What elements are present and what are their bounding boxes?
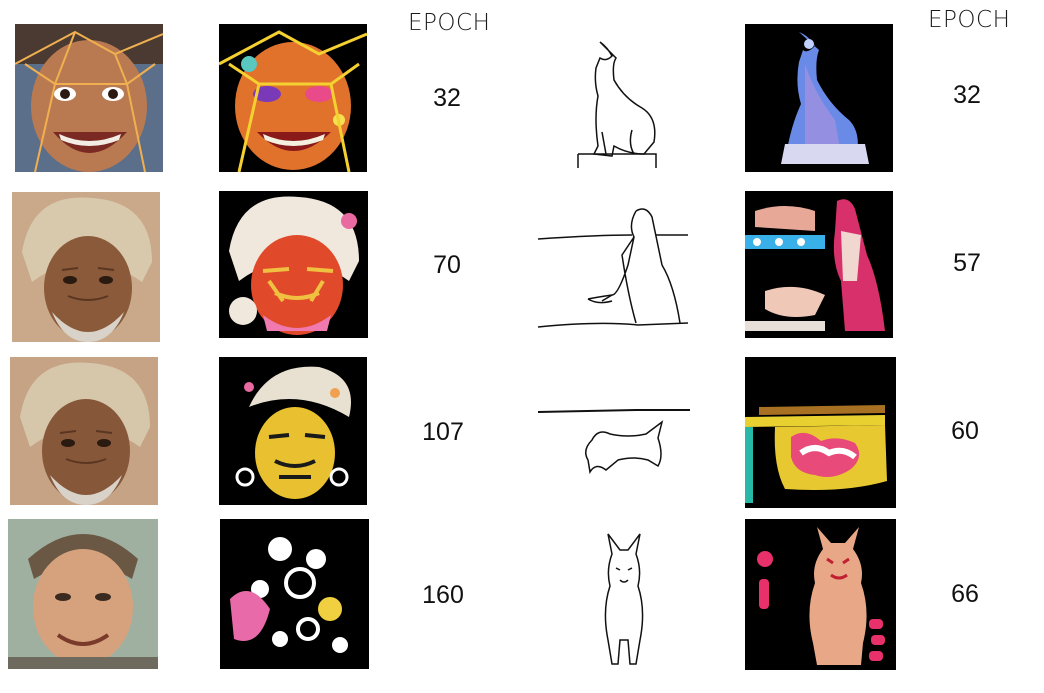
stylized-sketch-1 [745,24,893,172]
epoch-header-left: EPOCH [408,10,491,36]
epoch-right-4: 66 [951,580,979,608]
stylized-sketch-2 [745,191,893,338]
epoch-left-3: 107 [422,418,464,446]
epoch-left-1: 32 [433,84,461,112]
epoch-left-2: 70 [433,251,461,279]
stylized-face-2 [219,191,368,338]
epoch-left-4: 160 [422,581,464,609]
epoch-right-1: 32 [953,81,981,109]
sketch-dog-standing [598,530,650,668]
sketch-dog-running [538,404,690,480]
source-photo-child [15,24,163,172]
epoch-right-3: 60 [951,417,979,445]
stylized-face-3 [219,357,367,505]
epoch-header-right: EPOCH [928,7,1011,33]
stylized-sketch-3 [745,357,896,508]
sketch-person-with-dog [538,205,690,333]
source-photo-man [8,519,158,669]
stylized-face-1 [219,24,367,172]
epoch-right-2: 57 [953,249,981,277]
source-photo-elder-2 [10,357,158,505]
sketch-dog-sitting [572,38,662,170]
stylized-sketch-4 [745,519,896,670]
source-photo-elder [12,192,160,342]
stylized-face-4 [220,519,369,669]
